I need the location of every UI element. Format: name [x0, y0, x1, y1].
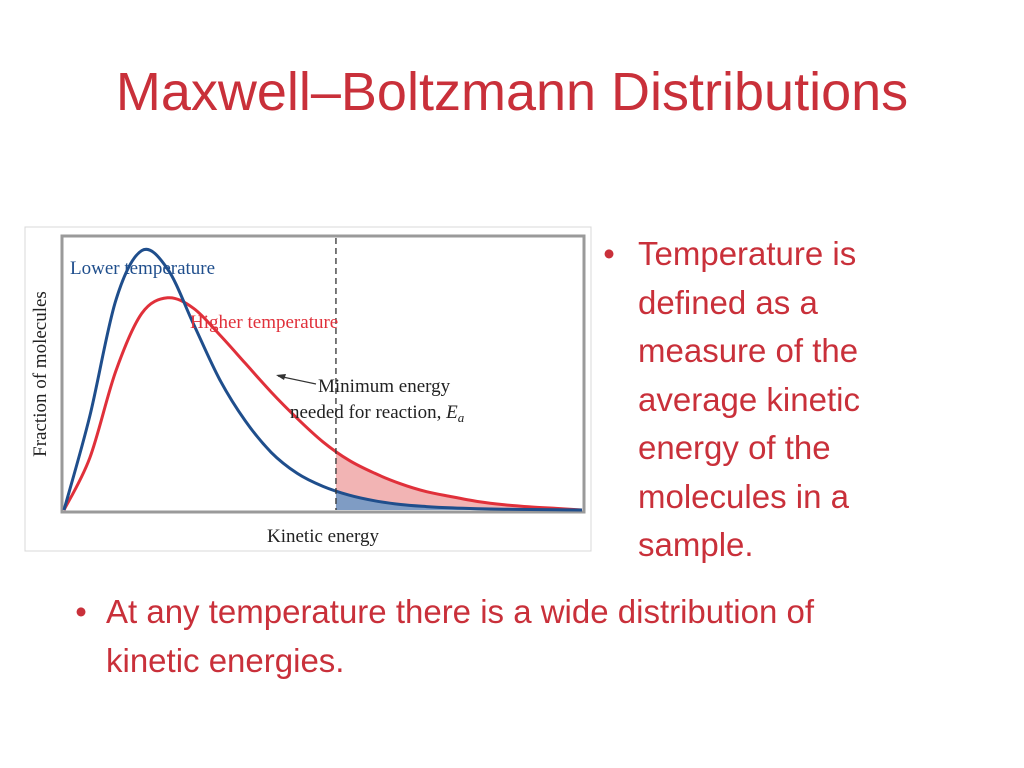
legend-label-lower: Lower temperature	[70, 258, 215, 279]
threshold-annotation: Minimum energy needed for reaction, Ea	[276, 374, 465, 425]
bullet-text-distribution: At any temperature there is a wide distr…	[106, 593, 815, 679]
annotation-line2-text: needed for reaction,	[290, 402, 441, 423]
bullet-marker: •	[75, 593, 87, 630]
annotation-line2: needed for reaction, Ea	[290, 402, 465, 425]
bullet-marker: •	[603, 235, 615, 272]
chart-svg: Lower temperature Higher temperature Min…	[24, 226, 592, 552]
annotation-symbol: E	[445, 402, 458, 423]
plot-frame	[60, 234, 586, 514]
annotation-arrowhead	[276, 374, 286, 380]
shade-higher-temperature	[335, 451, 582, 510]
bullet-bottom: • At any temperature there is a wide dis…	[72, 588, 832, 685]
slide-title: Maxwell–Boltzmann Distributions	[115, 62, 909, 122]
annotation-subscript: a	[458, 410, 465, 425]
y-axis-label: Fraction of molecules	[30, 291, 51, 457]
curve-lower-temperature	[62, 247, 583, 512]
curve-higher-temperature	[62, 296, 583, 512]
bullet-text-temperature: Temperature is defined as a measure of t…	[638, 235, 860, 563]
annotation-line1: Minimum energy	[318, 376, 451, 397]
bullet-right: • Temperature is defined as a measure of…	[594, 230, 924, 570]
x-axis-label: Kinetic energy	[267, 526, 380, 547]
curves	[62, 247, 583, 512]
chart-figure: Lower temperature Higher temperature Min…	[24, 226, 592, 552]
legend-label-higher: Higher temperature	[190, 312, 338, 333]
